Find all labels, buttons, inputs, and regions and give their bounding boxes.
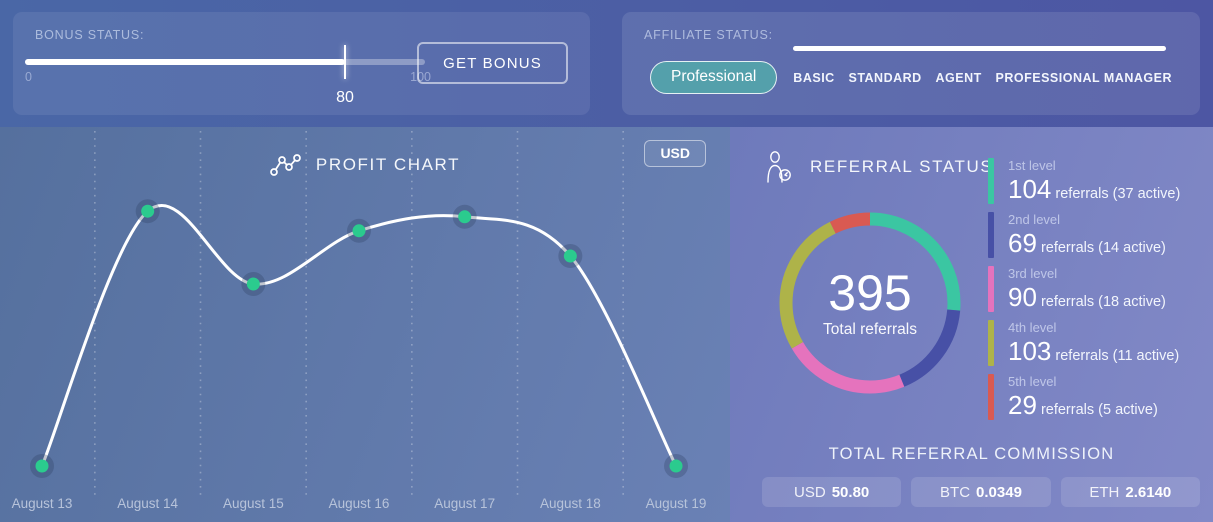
profit-line-chart[interactable]: August 13 August 14 August 15 August 16 Augu… (0, 127, 730, 522)
level-label: 3rd level (1008, 266, 1058, 281)
level-label: 2nd level (1008, 212, 1061, 227)
affiliate-levels-row: Professional BASIC STANDARD AGENT PROFESSIO… (650, 61, 1172, 94)
referral-legend: 1st level 104 referrals (37 active) 2nd le… (988, 158, 1206, 428)
level-label: 4th level (1008, 320, 1057, 335)
bonus-slider-min: 0 (25, 70, 32, 84)
affiliate-status-label: AFFILIATE STATUS: (644, 28, 773, 42)
bonus-slider-handle[interactable] (344, 45, 346, 79)
bonus-slider-fill (25, 59, 345, 65)
affiliate-level-professional-manager: PROFESSIONAL MANAGER (995, 70, 1172, 85)
commission-currency: USD (794, 483, 826, 501)
referral-status-header: REFERRAL STATUS (765, 149, 993, 185)
affiliate-level-basic: BASIC (793, 70, 835, 85)
referral-level-item: 1st level 104 referrals (37 active) (988, 158, 1206, 205)
profit-chart-panel: August 13 August 14 August 15 August 16 Augu… (0, 127, 730, 522)
level-color-bar (988, 374, 994, 420)
affiliate-current-status-pill[interactable]: Professional (650, 61, 778, 94)
affiliate-status-panel: AFFILIATE STATUS: Professional BASIC STAN… (622, 12, 1200, 115)
level-referral-count: 104 (1008, 174, 1052, 204)
commission-chips: USD 50.80 BTC 0.0349 ETH 2.6140 (762, 477, 1200, 507)
donut-center: 395 Total referrals (775, 208, 965, 398)
level-color-bar (988, 320, 994, 366)
bonus-slider-max: 100 (410, 70, 431, 84)
svg-text:August 15: August 15 (223, 496, 284, 511)
commission-amount: 0.0349 (976, 483, 1022, 501)
total-referrals-label: Total referrals (823, 321, 917, 339)
referral-status-panel: REFERRAL STATUS 395 Total referrals 1st … (730, 127, 1213, 522)
commission-amount: 50.80 (831, 483, 870, 501)
affiliate-level-agent: AGENT (935, 70, 982, 85)
person-clock-icon (765, 149, 793, 185)
affiliate-level-standard: STANDARD (848, 70, 922, 85)
referral-level-item: 3rd level 90 referrals (18 active) (988, 266, 1206, 313)
get-bonus-button[interactable]: GET BONUS (417, 42, 568, 84)
level-color-bar (988, 158, 994, 204)
commission-currency: BTC (940, 483, 971, 501)
level-color-bar (988, 266, 994, 312)
bonus-slider-value: 80 (336, 89, 354, 106)
referral-level-item: 5th level 29 referrals (5 active) (988, 374, 1206, 421)
affiliate-progress-bar (793, 46, 1166, 51)
level-referral-detail: referrals (37 active) (1051, 186, 1181, 202)
level-color-bar (988, 212, 994, 258)
level-referral-detail: referrals (11 active) (1051, 348, 1180, 364)
bonus-slider-track[interactable] (25, 45, 425, 79)
affiliate-levels: BASIC STANDARD AGENT PROFESSIONAL MANAGER (793, 71, 1172, 85)
svg-text:August 14: August 14 (117, 496, 178, 511)
referral-status-title: REFERRAL STATUS (810, 157, 994, 176)
svg-text:August 19: August 19 (646, 496, 707, 511)
level-label: 1st level (1008, 158, 1056, 173)
commission-title: TOTAL REFERRAL COMMISSION (828, 445, 1115, 463)
referral-level-item: 2nd level 69 referrals (14 active) (988, 212, 1206, 259)
level-referral-count: 69 (1008, 228, 1037, 258)
level-referral-detail: referrals (18 active) (1036, 294, 1166, 310)
svg-text:August 13: August 13 (12, 496, 73, 511)
commission-currency: ETH (1089, 483, 1120, 501)
commission-chip-usd: USD 50.80 (762, 477, 902, 507)
main-content: August 13 August 14 August 15 August 16 Augu… (0, 127, 1213, 522)
referral-donut-chart: 395 Total referrals (775, 208, 965, 398)
referral-level-item: 4th level 103 referrals (11 active) (988, 320, 1206, 367)
commission-amount: 2.6140 (1125, 483, 1172, 501)
total-referrals-value: 395 (828, 264, 912, 321)
bonus-status-panel: BONUS STATUS: 0 100 80 GET BONUS (13, 12, 590, 115)
bonus-status-label: BONUS STATUS: (35, 28, 145, 42)
svg-text:August 17: August 17 (434, 496, 495, 511)
svg-text:August 18: August 18 (540, 496, 601, 511)
level-referral-detail: referrals (14 active) (1036, 240, 1166, 256)
top-bar: BONUS STATUS: 0 100 80 GET BONUS AFFILIA… (0, 0, 1213, 127)
currency-toggle-button[interactable]: USD (644, 140, 706, 167)
bonus-slider[interactable]: 0 100 80 (25, 12, 431, 115)
level-label: 5th level (1008, 374, 1057, 389)
svg-text:August 16: August 16 (329, 496, 390, 511)
commission-chip-eth: ETH 2.6140 (1060, 477, 1200, 507)
level-referral-detail: referrals (5 active) (1036, 402, 1158, 418)
level-referral-count: 90 (1008, 282, 1037, 312)
level-referral-count: 29 (1008, 390, 1037, 420)
commission-chip-btc: BTC 0.0349 (911, 477, 1051, 507)
level-referral-count: 103 (1008, 336, 1052, 366)
